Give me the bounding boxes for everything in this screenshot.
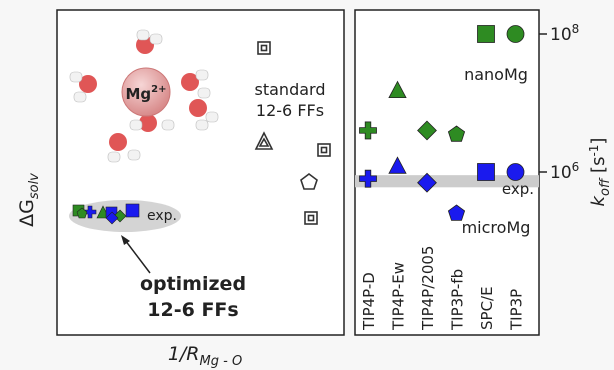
mg-ion: [121, 67, 171, 117]
nanoMg-TIP3P-marker: [506, 25, 525, 43]
x-tick-labels: TIP4P-D TIP4P-Ew TIP4P/2005 TIP3P-fb SPC/E TI…: [360, 246, 526, 331]
std-pentagon-marker: [300, 173, 318, 190]
x-tick-label: TIP3P: [508, 289, 526, 331]
microMg-TIP4P/2005-marker: [417, 172, 437, 193]
standard-ff-markers: [254, 41, 331, 225]
right-exp-label: exp.: [502, 180, 534, 198]
standard-label: standard: [255, 80, 326, 99]
nanoMg-SPC/E-marker: [477, 25, 495, 43]
microMg-TIP3P-marker: [506, 163, 525, 181]
chart-marks: [359, 25, 525, 221]
nanoMg-TIP4P-Ew-marker: [388, 80, 407, 99]
left-panel-frame: [56, 9, 345, 336]
std-square-marker: [304, 211, 318, 225]
std-triangle-marker: [254, 131, 274, 150]
microMg-TIP3P-fb-marker: [447, 204, 466, 221]
svg-text:Mg2+: Mg2+: [125, 84, 166, 103]
optimized-arrow: [121, 235, 151, 274]
x-tick-label: TIP4P-Ew: [390, 262, 408, 331]
std-square-marker: [317, 143, 331, 157]
std-square-marker: [257, 41, 271, 55]
standard-label-2: 12-6 FFs: [256, 101, 324, 120]
ytick-1e6-label: 106: [550, 160, 579, 183]
x-tick-label: TIP3P-fb: [449, 269, 467, 331]
microMg-TIP4P-Ew-marker: [388, 156, 407, 174]
optimized-ff-markers: [72, 203, 140, 225]
left-exp-label: exp.: [147, 208, 177, 224]
optimized-label-2: 12-6 FFs: [147, 299, 238, 321]
x-tick-label: SPC/E: [478, 286, 496, 330]
x-tick-label: TIP4P-D: [360, 272, 378, 331]
mg-hydration-illustration: Mg2+: [69, 29, 219, 163]
micro-label: microMg: [462, 218, 531, 237]
microMg-TIP4P-D-marker: [359, 169, 377, 188]
left-ylabel: ΔGsolv: [16, 173, 42, 227]
nanoMg-TIP4P/2005-marker: [417, 120, 437, 141]
x-tick-label: TIP4P/2005: [419, 246, 437, 331]
nano-label: nanoMg: [464, 65, 528, 84]
right-ylabel: koff [s-1]: [587, 138, 613, 207]
ytick-1e8-label: 108: [550, 22, 579, 45]
left-xlabel: 1/RMg - O: [168, 343, 242, 369]
nanoMg-TIP4P-D-marker: [359, 121, 377, 140]
nanoMg-TIP3P-fb-marker: [447, 125, 466, 142]
microMg-SPC/E-marker: [477, 163, 495, 181]
optimized-label: optimized: [140, 273, 246, 295]
